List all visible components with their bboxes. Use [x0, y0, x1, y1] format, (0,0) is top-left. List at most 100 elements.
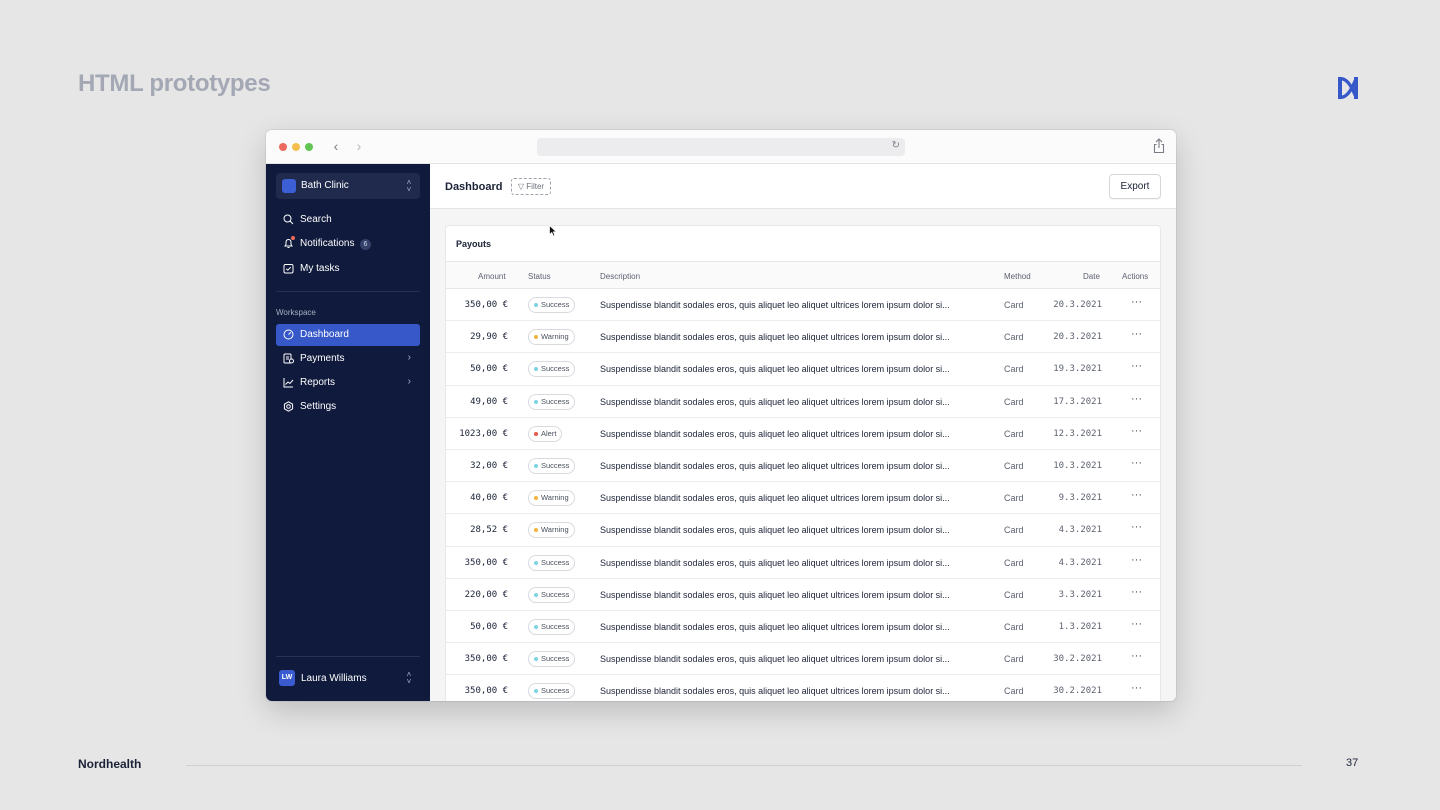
workspace-section-label: Workspace [276, 308, 316, 317]
date-cell: 30.2.2021 [1053, 686, 1102, 697]
column-header-description[interactable]: Description [600, 272, 641, 281]
sidebar-item-reports[interactable]: Reports › [276, 372, 420, 394]
reload-icon[interactable]: ↻ [891, 140, 900, 151]
table-row[interactable]: 40,00 € Warning Suspendisse blandit sodale… [446, 482, 1160, 515]
gear-icon [283, 401, 294, 412]
amount-cell: 1023,00 € [459, 428, 508, 439]
payouts-table: Amount Status Description Method Date Ac… [446, 261, 1160, 701]
table-row[interactable]: 32,00 € Success Suspendisse blandit sodale… [446, 450, 1160, 483]
method-cell: Card [1004, 621, 1024, 632]
more-actions-icon[interactable]: ··· [1131, 617, 1142, 630]
status-badge: Warning [528, 522, 575, 539]
column-header-status[interactable]: Status [528, 272, 551, 281]
column-header-date[interactable]: Date [1083, 272, 1100, 281]
table-row[interactable]: 49,00 € Success Suspendisse blandit sodale… [446, 386, 1160, 418]
status-badge: Success [528, 297, 576, 313]
status-badge: Success [528, 651, 576, 668]
sidebar-item-dashboard[interactable]: Dashboard [276, 324, 420, 346]
status-label: Alert [541, 428, 557, 438]
amount-cell: 50,00 € [470, 364, 508, 375]
maximize-window-button[interactable] [305, 143, 313, 151]
date-cell: 3.3.2021 [1058, 589, 1102, 600]
more-actions-icon[interactable]: ··· [1131, 296, 1142, 308]
date-cell: 20.3.2021 [1053, 332, 1102, 343]
status-dot [534, 463, 538, 468]
status-label: Success [541, 654, 570, 664]
sidebar-item-label: Search [300, 214, 332, 225]
table-row[interactable]: 1023,00 € Alert Suspendisse blandit sodale… [446, 418, 1160, 450]
table-row[interactable]: 29,90 € Warning Suspendisse blandit sodale… [446, 321, 1160, 354]
column-header-method[interactable]: Method [1004, 272, 1031, 281]
date-cell: 9.3.2021 [1058, 493, 1102, 504]
status-label: Success [541, 396, 570, 406]
description-cell: Suspendisse blandit sodales eros, quis a… [600, 621, 950, 632]
more-actions-icon[interactable]: ··· [1131, 650, 1142, 663]
sidebar-item-label: Reports [300, 377, 336, 388]
more-actions-icon[interactable]: ··· [1131, 489, 1142, 502]
table-row[interactable]: 50,00 € Success Suspendisse blandit sodale… [446, 611, 1160, 644]
sidebar-item-label: Notifications [300, 238, 355, 249]
more-actions-icon[interactable]: ··· [1131, 360, 1142, 373]
filter-button[interactable]: ▽ Filter [511, 178, 551, 195]
more-actions-icon[interactable]: ··· [1131, 456, 1142, 469]
table-body: 350,00 € Success Suspendisse blandit sodal… [446, 289, 1160, 701]
mouse-cursor-icon [549, 225, 557, 237]
status-dot [534, 335, 538, 340]
amount-cell: 350,00 € [464, 654, 508, 665]
table-row[interactable]: 350,00 € Success Suspendisse blandit sodal… [446, 289, 1160, 322]
sidebar-divider [276, 291, 420, 292]
date-cell: 4.3.2021 [1058, 525, 1102, 536]
more-actions-icon[interactable]: ··· [1131, 585, 1142, 598]
payments-icon [283, 353, 294, 364]
table-row[interactable]: 350,00 € Success Suspendisse blandit sodal… [446, 643, 1160, 676]
column-header-amount[interactable]: Amount [478, 272, 506, 281]
date-cell: 20.3.2021 [1053, 300, 1102, 310]
table-row[interactable]: 28,52 € Warning Suspendisse blandit sodale… [446, 514, 1160, 547]
sidebar-item-payments[interactable]: Payments › [276, 348, 420, 370]
close-window-button[interactable] [279, 143, 287, 151]
search-icon [283, 214, 294, 225]
amount-cell: 350,00 € [464, 557, 508, 568]
minimize-window-button[interactable] [292, 143, 300, 151]
chevron-right-icon: › [407, 352, 411, 363]
more-actions-icon[interactable]: ··· [1131, 682, 1142, 695]
organization-switcher[interactable]: Bath Clinic ˄ ˅ [276, 173, 420, 199]
status-badge: Alert [528, 425, 563, 442]
status-label: Warning [541, 493, 569, 503]
share-icon[interactable] [1152, 138, 1166, 154]
sidebar-item-notifications[interactable]: Notifications 6 [276, 233, 420, 255]
amount-cell: 350,00 € [464, 686, 508, 697]
forward-arrow-icon[interactable]: › [356, 138, 362, 154]
main-content: Dashboard ▽ Filter Export Payouts Amount… [430, 164, 1176, 701]
method-cell: Card [1004, 589, 1024, 600]
status-badge: Success [528, 683, 576, 700]
more-actions-icon[interactable]: ··· [1131, 424, 1142, 437]
sidebar: Bath Clinic ˄ ˅ Search Notifications 6 My… [266, 164, 430, 701]
table-row[interactable]: 220,00 € Success Suspendisse blandit sodal… [446, 579, 1160, 611]
description-cell: Suspendisse blandit sodales eros, quis a… [600, 525, 950, 536]
status-label: Success [541, 460, 570, 470]
dashboard-icon [283, 329, 294, 340]
status-dot [534, 657, 538, 662]
date-cell: 12.3.2021 [1053, 428, 1102, 439]
more-actions-icon[interactable]: ··· [1131, 553, 1142, 566]
export-button[interactable]: Export [1109, 174, 1161, 199]
method-cell: Card [1004, 300, 1024, 310]
chevron-right-icon: › [407, 376, 411, 387]
sidebar-item-settings[interactable]: Settings [276, 396, 420, 418]
table-row[interactable]: 50,00 € Success Suspendisse blandit sodale… [446, 353, 1160, 386]
user-menu[interactable]: LW Laura Williams ˄ ˅ [276, 667, 420, 689]
description-cell: Suspendisse blandit sodales eros, quis a… [600, 300, 950, 310]
amount-cell: 29,90 € [470, 332, 508, 343]
sidebar-item-my-tasks[interactable]: My tasks [276, 258, 420, 280]
sidebar-item-search[interactable]: Search [276, 209, 420, 231]
back-arrow-icon[interactable]: ‹ [333, 138, 339, 154]
amount-cell: 40,00 € [470, 493, 508, 504]
address-bar[interactable]: ↻ [537, 138, 905, 156]
method-cell: Card [1004, 557, 1024, 568]
more-actions-icon[interactable]: ··· [1131, 328, 1142, 341]
table-row[interactable]: 350,00 € Success Suspendisse blandit sodal… [446, 547, 1160, 579]
table-row[interactable]: 350,00 € Success Suspendisse blandit sodal… [446, 675, 1160, 701]
more-actions-icon[interactable]: ··· [1131, 521, 1142, 534]
more-actions-icon[interactable]: ··· [1131, 392, 1142, 405]
